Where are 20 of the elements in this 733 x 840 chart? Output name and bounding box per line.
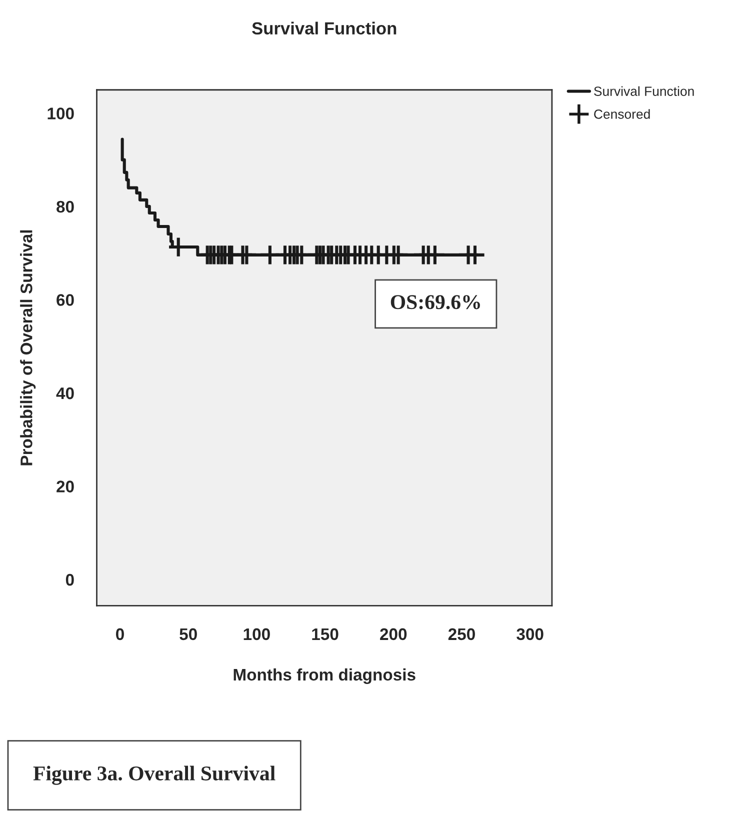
y-tick-label: 20 <box>56 480 74 492</box>
x-tick-label: 100 <box>244 628 270 640</box>
x-tick-label: 0 <box>116 628 124 640</box>
x-tick-label: 300 <box>516 628 544 640</box>
y-tick-label: 80 <box>56 200 74 213</box>
x-tick-label: 50 <box>180 628 197 640</box>
y-axis-title: Probability of Overall Survival <box>20 230 36 466</box>
legend-label: Survival Function <box>594 86 694 96</box>
y-tick-label: 60 <box>56 294 74 306</box>
x-tick-label: 200 <box>380 628 407 640</box>
y-tick-label: 100 <box>48 108 74 120</box>
y-tick-label: 0 <box>66 574 74 586</box>
x-tick-label: 250 <box>448 628 475 640</box>
legend-label: Censored <box>594 109 650 119</box>
y-tick-label: 40 <box>56 387 74 400</box>
x-axis-title: Months from diagnosis <box>234 668 416 684</box>
annotation: OS:69.6% <box>390 295 480 310</box>
x-tick-label: 150 <box>312 628 338 640</box>
chart-title: Survival Function <box>252 22 396 34</box>
caption: Figure 3a. Overall Survival <box>33 766 276 785</box>
